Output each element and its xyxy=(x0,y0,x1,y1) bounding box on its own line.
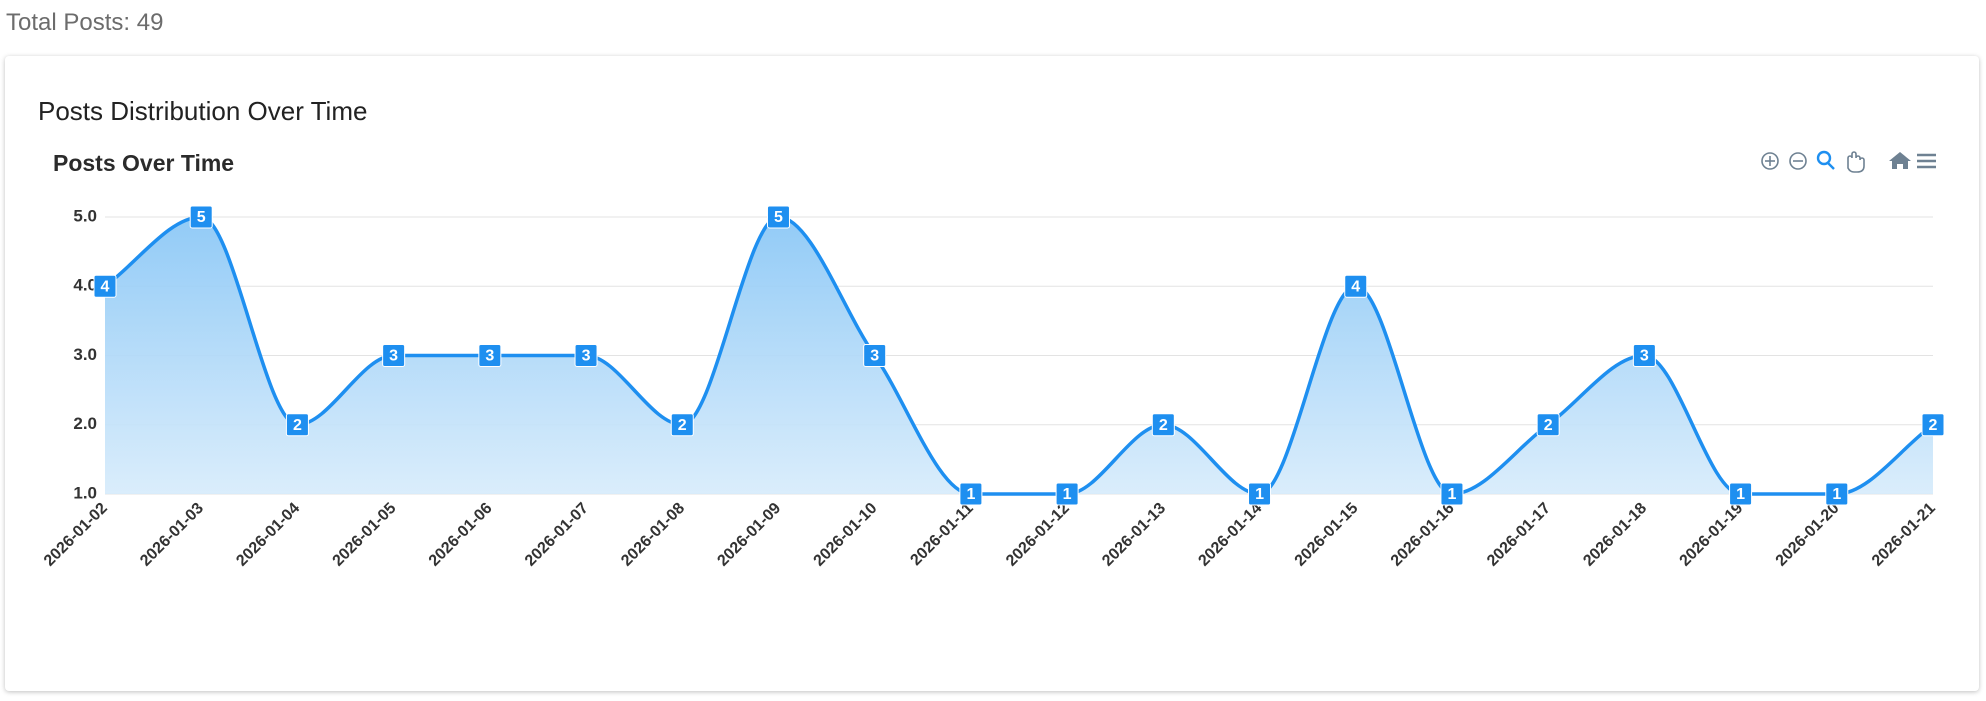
data-label-box xyxy=(574,344,598,367)
total-posts: Total Posts: 49 xyxy=(6,9,163,37)
data-label-box xyxy=(863,344,887,367)
data-label-box xyxy=(1729,482,1753,506)
zoom-out-button[interactable] xyxy=(1789,152,1807,170)
data-label: 2 xyxy=(1159,417,1168,434)
card: Posts Distribution Over Time Posts Over … xyxy=(5,56,1979,691)
data-label-box xyxy=(1344,274,1368,298)
data-label: 5 xyxy=(197,209,206,226)
y-tick-label: 3.0 xyxy=(73,345,97,364)
x-tick-label: 2026-01-06 xyxy=(426,500,496,570)
y-tick-label: 2.0 xyxy=(73,414,97,433)
data-label: 3 xyxy=(389,348,398,365)
data-label-box xyxy=(766,205,790,229)
data-label-box xyxy=(1632,344,1656,367)
data-label-box xyxy=(1825,482,1849,506)
zoom-in-button[interactable] xyxy=(1761,152,1779,170)
data-label: 1 xyxy=(1255,486,1264,503)
x-tick-label: 2026-01-08 xyxy=(618,500,688,570)
data-label-box xyxy=(1151,413,1175,437)
data-label: 1 xyxy=(1736,486,1745,503)
data-label: 3 xyxy=(1640,348,1649,365)
data-label-box xyxy=(1440,482,1464,506)
data-label: 3 xyxy=(485,348,494,365)
data-label-box xyxy=(1921,413,1945,437)
data-label-box xyxy=(285,413,309,437)
y-tick-label: 4.0 xyxy=(73,276,97,295)
x-tick-label: 2026-01-14 xyxy=(1195,500,1265,570)
data-label: 4 xyxy=(101,278,110,295)
data-label-box xyxy=(670,413,694,437)
x-tick-label: 2026-01-02 xyxy=(41,500,111,570)
x-tick-label: 2026-01-05 xyxy=(330,500,400,570)
data-label: 2 xyxy=(678,417,687,434)
x-tick-label: 2026-01-10 xyxy=(811,500,881,570)
x-tick-label: 2026-01-15 xyxy=(1292,500,1362,570)
total-label: Total Posts: xyxy=(6,9,131,36)
data-label: 1 xyxy=(1832,486,1841,503)
y-tick-label: 5.0 xyxy=(73,206,97,225)
data-label: 5 xyxy=(774,209,783,226)
chart-title: Posts Over Time xyxy=(53,150,234,176)
data-label-box xyxy=(382,344,406,367)
data-label-box xyxy=(478,344,502,367)
x-tick-label: 2026-01-13 xyxy=(1099,500,1169,570)
x-tick-label: 2026-01-03 xyxy=(137,500,207,570)
x-tick-label: 2026-01-21 xyxy=(1869,500,1939,570)
card-title: Posts Distribution Over Time xyxy=(38,96,368,126)
x-tick-label: 2026-01-16 xyxy=(1388,500,1458,570)
data-label-box xyxy=(959,482,983,506)
x-tick-label: 2026-01-07 xyxy=(522,500,592,570)
selection-zoom-button[interactable] xyxy=(1816,150,1835,170)
data-label: 4 xyxy=(1351,278,1360,295)
data-label: 3 xyxy=(582,348,591,365)
total-value: 49 xyxy=(136,9,164,36)
pan-button[interactable] xyxy=(1847,151,1865,173)
toolbar xyxy=(1761,150,1936,173)
data-label: 1 xyxy=(1063,486,1072,503)
data-label: 2 xyxy=(293,417,302,434)
data-label: 3 xyxy=(870,348,879,365)
reset-button[interactable] xyxy=(1889,152,1911,169)
x-tick-label: 2026-01-12 xyxy=(1003,500,1073,570)
data-label-box xyxy=(1055,482,1079,506)
x-tick-label: 2026-01-09 xyxy=(714,500,784,570)
data-label-box xyxy=(93,274,117,298)
area xyxy=(105,217,1933,494)
data-label: 2 xyxy=(1544,417,1553,434)
data-label: 1 xyxy=(966,486,975,503)
chart: Posts Over Time 1.0 2.0 3.0 4.0 5.0 2026-01-0… xyxy=(41,150,1945,570)
data-label-box xyxy=(189,205,213,229)
data-label-box xyxy=(1536,413,1560,437)
x-tick-label: 2026-01-11 xyxy=(907,500,976,569)
data-label: 1 xyxy=(1447,486,1456,503)
x-tick-label: 2026-01-20 xyxy=(1773,500,1843,570)
y-tick-label: 1.0 xyxy=(73,483,97,502)
x-tick-label: 2026-01-04 xyxy=(233,500,303,570)
x-tick-label: 2026-01-17 xyxy=(1484,500,1554,570)
menu-button[interactable] xyxy=(1917,153,1936,169)
data-label: 2 xyxy=(1929,417,1938,434)
x-tick-label: 2026-01-19 xyxy=(1676,500,1746,570)
data-label-box xyxy=(1248,482,1272,506)
x-tick-label: 2026-01-18 xyxy=(1580,500,1650,570)
